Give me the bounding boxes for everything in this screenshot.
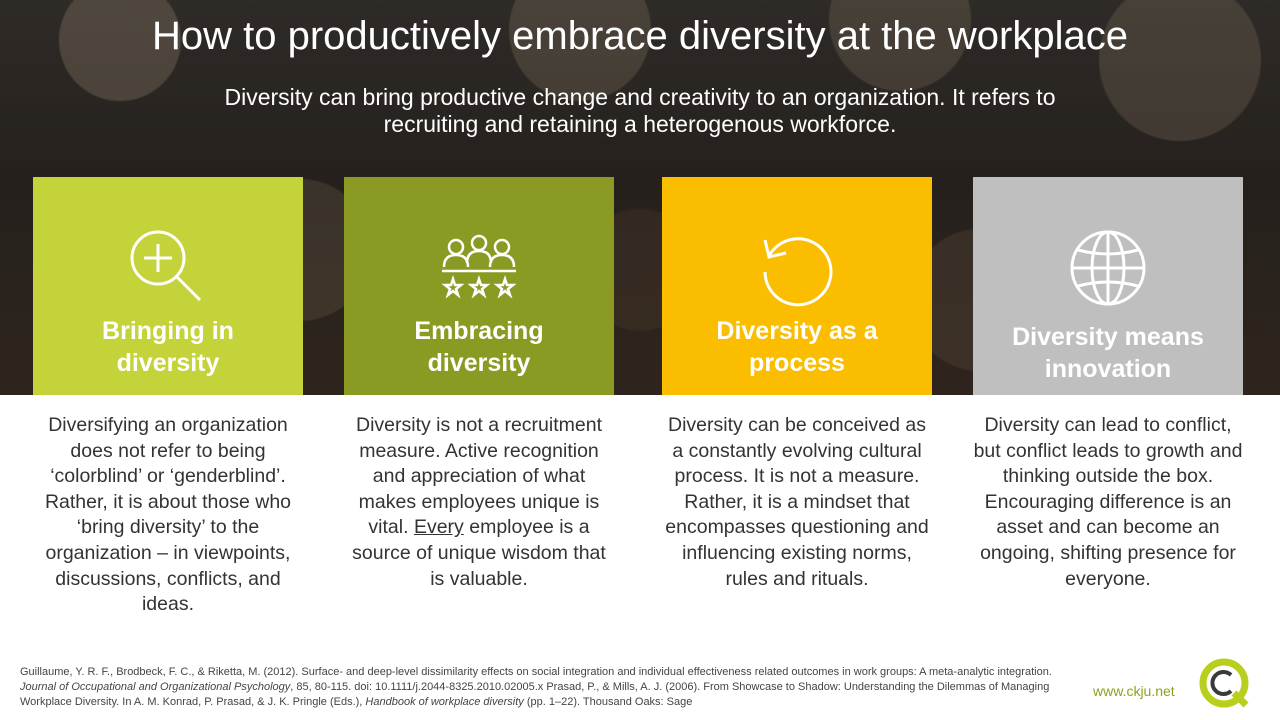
people-stars-icon	[434, 225, 524, 311]
globe-icon	[1063, 225, 1153, 311]
card-embracing-diversity: Embracing diversity	[344, 177, 614, 395]
card-description-bringing-in-diversity: Diversifying an organization does not re…	[44, 414, 292, 616]
website-link[interactable]: www.ckju.net	[1093, 683, 1175, 699]
card-description-embracing-diversity: Diversity is not a recruitment measure. …	[352, 414, 606, 590]
card-label: Embracing diversity	[414, 317, 544, 377]
card-diversity-means-innovation: Diversity means innovation	[973, 177, 1243, 395]
circular-arrow-icon	[752, 225, 842, 311]
magnifier-plus-icon	[123, 225, 213, 311]
card-description-diversity-means-innovation: Diversity can lead to conflict, but conf…	[973, 414, 1243, 590]
references: Guillaume, Y. R. F., Brodbeck, F. C., & …	[20, 666, 1052, 708]
ckju-logo-icon	[1198, 657, 1250, 709]
card-label: Diversity means innovation	[1012, 323, 1204, 383]
underlined-word: Every	[413, 516, 464, 539]
card-bringing-in-diversity: Bringing in diversity	[33, 177, 303, 395]
card-diversity-as-a-process: Diversity as a process	[662, 177, 932, 395]
page-subtitle: Diversity can bring productive change an…	[224, 84, 1056, 137]
card-label: Bringing in diversity	[102, 317, 234, 377]
card-label: Diversity as a process	[716, 317, 878, 377]
card-description-diversity-as-a-process: Diversity can be conceived as a constant…	[665, 414, 929, 590]
page-title: How to productively embrace diversity at…	[152, 14, 1128, 58]
